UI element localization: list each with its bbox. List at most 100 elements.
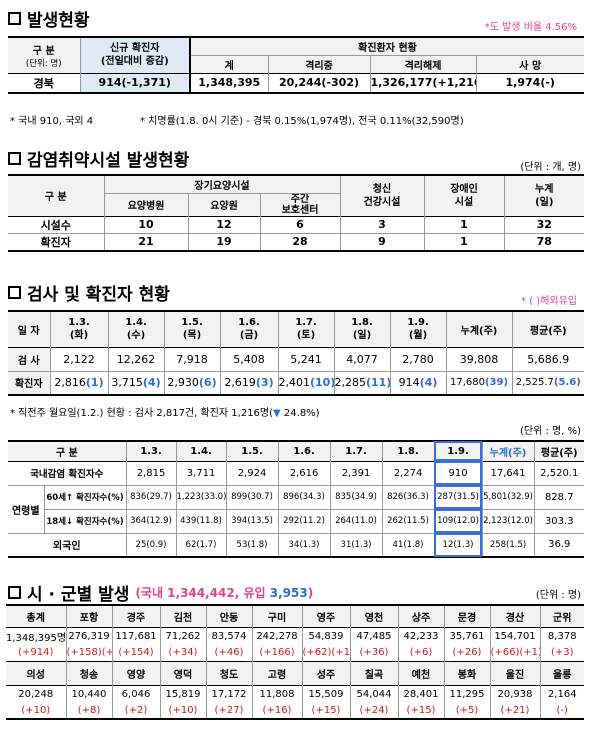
- city-name: 고령: [252, 661, 303, 685]
- hdr-date-col: 1.5. (목): [164, 311, 221, 347]
- section-title: 발생현황: [27, 11, 90, 31]
- age-label: 연령별: [8, 485, 45, 533]
- square-bullet-icon: [8, 286, 21, 299]
- city-value: 83,574: [206, 627, 253, 645]
- hdr-date-col: 1.5.: [226, 441, 279, 461]
- city-change: (+10): [6, 703, 67, 719]
- hdr-date-col: 1.7. (토): [278, 311, 335, 347]
- city-name: 상주: [398, 605, 445, 627]
- city-value: 17,172: [206, 685, 253, 703]
- hdr-average: 평균(주): [540, 447, 578, 459]
- city-name: 구미: [252, 605, 303, 627]
- outbreak-table: 구 분 (단위: 명) 신규 확진자 (전일대비 증감) 확진환자 현황 계 격리중…: [8, 36, 584, 94]
- footnote-domestic: * 국내 910, 국외 4: [10, 116, 94, 127]
- hdr-disabled: 장애인 시설: [424, 175, 505, 216]
- city-name: 영천: [350, 605, 399, 627]
- hdr-average: 평균(주): [529, 325, 567, 337]
- hdr-date-col: 1.6. (금): [220, 311, 279, 347]
- city-name: 봉화: [444, 661, 491, 685]
- unit-note: (단위 : 명): [535, 590, 581, 601]
- cell-total: 1,348,395: [190, 73, 269, 93]
- city-value: 15,819: [160, 685, 207, 703]
- unit-note: (단위 : 명, %): [520, 426, 581, 437]
- city-name: 김천: [160, 605, 207, 627]
- city-name: 총계: [6, 605, 67, 627]
- city-change: (+158)(+2): [66, 645, 113, 661]
- city-value: 242,278: [252, 627, 303, 645]
- down-arrow-icon: ▼: [273, 408, 281, 419]
- city-value: 28,401: [398, 685, 445, 703]
- city-value: 154,701: [490, 627, 541, 645]
- hdr-cumulative: 누계 (일): [504, 175, 584, 216]
- city-value: 276,319: [66, 627, 113, 645]
- cell-new: 914(-1,371): [80, 73, 191, 93]
- section-title: 시 · 군별 발생: [27, 585, 130, 605]
- hdr-date-col: 1.9. (월): [390, 311, 447, 347]
- city-change: (+24): [350, 703, 399, 719]
- city-name: 영양: [112, 661, 161, 685]
- city-name: 울진: [490, 661, 541, 685]
- table-row-confirmed: 확진자 2,816(1) 3,715(4) 2,930(6) 2,619(3) …: [8, 371, 584, 395]
- table-row: 시설수 10 12 6 3 1 32: [8, 216, 584, 233]
- city-name: 청도: [206, 661, 253, 685]
- section-tests-title: 검사 및 확진자 현황: [8, 280, 170, 305]
- city-change: (+154): [112, 645, 161, 661]
- city-value: 2,164: [547, 688, 577, 700]
- table-row-tests: 검 사 2,122 12,262 7,918 5,408 5,241 4,077…: [8, 347, 584, 371]
- city-value: 20,248: [6, 685, 67, 703]
- city-value: 11,295: [444, 685, 491, 703]
- section-city-title: 시 · 군별 발생 (국내 1,344,442, 유입 3,953): [8, 580, 313, 605]
- hdr-cumulative: 누계(주): [482, 441, 535, 461]
- city-change: (+2): [112, 703, 161, 719]
- city-value: 20,938: [490, 685, 541, 703]
- city-name: 의성: [6, 661, 67, 685]
- hdr-nursing-home: 요양원: [188, 193, 261, 216]
- facility-table: 구 분 장기요양시설 청신 건강시설 장애인 시설 누계 (일) 요양병원 요양원 주…: [8, 174, 584, 252]
- hdr-date-col: 1.9.: [434, 441, 483, 461]
- tests-table: 일 자 1.3. (화) 1.4. (수) 1.5. (목) 1.6. (금) 1.7.…: [8, 310, 584, 396]
- hdr-youth: 청신 건강시설: [340, 175, 425, 216]
- city-value: 8,378: [547, 630, 577, 642]
- city-value: 15,509: [302, 685, 351, 703]
- table-row-18minus: 18세↓ 확진자수(%) 364(12.9) 439(11.8) 394(13.…: [8, 509, 585, 533]
- city-change: (+15): [302, 703, 351, 719]
- hdr-date-col: 1.4.: [176, 441, 227, 461]
- hdr-isolating: 격리중: [268, 55, 371, 73]
- table-row: (+914)(+158)(+2)(+154)(+34)(+46)(+166)(+…: [6, 645, 584, 661]
- section-facility-title: 감염취약시설 발생현황: [8, 146, 189, 171]
- city-change: (+36): [350, 645, 399, 661]
- city-change: (+166): [252, 645, 303, 661]
- hdr-cumulative: 누계(주): [446, 311, 513, 347]
- city-value: 35,761: [444, 627, 491, 645]
- hdr-date-col: 1.6.: [278, 441, 331, 461]
- city-change: (+10): [160, 703, 207, 719]
- hdr-gubun: 구 분: [8, 175, 105, 216]
- city-change: (+27): [206, 703, 253, 719]
- hdr-date: 일 자: [8, 311, 51, 347]
- hdr-released: 격리해제: [370, 55, 477, 73]
- square-bullet-icon: [8, 152, 21, 165]
- hdr-date-col: 1.3. (화): [50, 311, 109, 347]
- city-change: (+3): [550, 647, 574, 659]
- city-subtitle: (국내 1,344,442, 유입 3,953): [135, 586, 314, 600]
- hdr-new-cases: 신규 확진자 (전일대비 증감): [79, 37, 191, 73]
- table-row: 20,248 10,440 6,046 15,819 17,172 11,808 15,50…: [6, 685, 584, 703]
- city-name: 군위: [540, 605, 584, 627]
- footnote-fatality: * 치명률(1.8. 0시 기준) - 경북 0.15%(1,974명), 전국…: [140, 116, 464, 127]
- hdr-daycare: 주간 보호센터: [260, 193, 341, 216]
- city-table: 총계 포항 경주 김천 안동 구미 영주 영천 상주 문경 경산 군위 1,348,395명 276,31…: [6, 604, 584, 720]
- city-name: 영주: [302, 605, 351, 627]
- table-row-60plus: 연령별 60세↑ 확진자수(%) 836(29.7) 1,223(33.0) 8…: [8, 485, 585, 533]
- city-change: (+34): [160, 645, 207, 661]
- square-bullet-icon: [8, 586, 21, 599]
- section-title: 검사 및 확진자 현황: [27, 285, 170, 305]
- section-title: 감염취약시설 발생현황: [27, 151, 190, 171]
- city-value: 11,808: [252, 685, 303, 703]
- city-name: 경주: [112, 605, 161, 627]
- table-row: 1,348,395명 276,319 117,681 71,262 83,574 242,…: [6, 627, 584, 645]
- section-outbreak-title: 발생현황: [8, 6, 90, 31]
- hdr-date-col: 1.8.: [382, 441, 435, 461]
- city-name: 성주: [302, 661, 351, 685]
- hdr-date-col: 1.4. (수): [108, 311, 165, 347]
- city-name: 포항: [66, 605, 113, 627]
